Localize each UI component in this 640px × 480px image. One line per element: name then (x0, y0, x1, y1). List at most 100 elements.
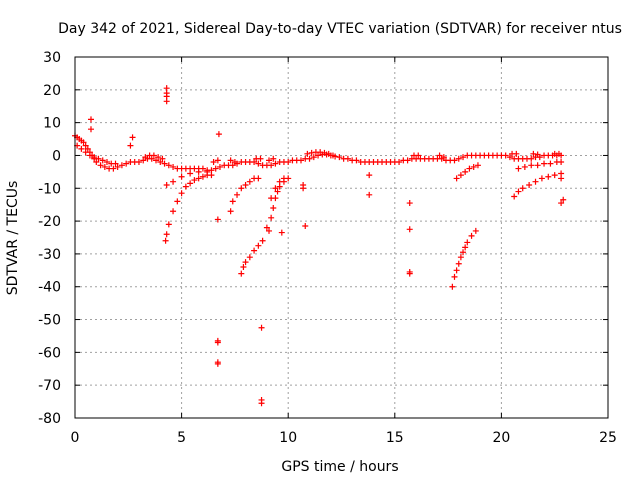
data-point-marker (91, 154, 98, 161)
data-point-marker (87, 126, 94, 133)
data-point-marker (155, 154, 162, 161)
data-point-marker (266, 227, 273, 234)
data-point-marker (451, 157, 458, 164)
data-point-marker (204, 168, 211, 175)
x-tick-label: 0 (71, 430, 80, 446)
data-point-marker (460, 154, 467, 161)
data-point-marker (227, 157, 234, 164)
grid-lines (75, 57, 608, 418)
data-point-marker (526, 181, 533, 188)
data-point-marker (123, 160, 130, 167)
data-point-marker (415, 152, 422, 159)
data-point-marker (255, 175, 262, 182)
chart-title: Day 342 of 2021, Sidereal Day-to-day VTE… (58, 21, 622, 37)
data-point-marker (238, 185, 245, 192)
data-point-marker (270, 204, 277, 211)
data-point-marker (229, 198, 236, 205)
data-point-marker (470, 163, 477, 170)
data-point-marker (515, 165, 522, 172)
data-point-marker (259, 237, 266, 244)
data-point-marker (274, 188, 281, 195)
data-point-marker (99, 157, 106, 164)
data-point-marker (297, 157, 304, 164)
data-point-marker (199, 173, 206, 180)
y-tick-label: -40 (38, 280, 61, 296)
data-point-marker (462, 244, 469, 251)
x-axis-label: GPS time / hours (281, 459, 398, 475)
data-point-marker (366, 172, 373, 179)
data-point-marker (534, 162, 541, 169)
data-point-marker (545, 173, 552, 180)
x-tick-label: 15 (386, 430, 404, 446)
data-point-marker (457, 172, 464, 179)
data-point-marker (406, 226, 413, 233)
data-point-marker (272, 185, 279, 192)
data-point-marker (212, 165, 219, 172)
y-tick-label: 30 (43, 50, 61, 66)
data-point-marker (457, 254, 464, 261)
data-point-marker (263, 224, 270, 231)
data-point-marker (541, 160, 548, 167)
data-point-marker (87, 116, 94, 123)
data-point-marker (558, 175, 565, 182)
data-point-marker (210, 159, 217, 166)
data-point-marker (208, 172, 215, 179)
y-tick-label: -20 (38, 214, 61, 230)
data-point-marker (251, 159, 258, 166)
data-point-marker (325, 150, 332, 157)
data-point-marker (191, 177, 198, 184)
data-point-marker (474, 162, 481, 169)
data-point-marker (246, 254, 253, 261)
data-point-marker (78, 145, 85, 152)
data-point-marker (84, 145, 91, 152)
data-point-marker (466, 165, 473, 172)
data-point-marker (404, 157, 411, 164)
data-point-marker (157, 159, 164, 166)
data-point-marker (506, 154, 513, 161)
plot-frame (74, 56, 609, 419)
data-point-marker (231, 159, 238, 166)
data-point-marker (238, 270, 245, 277)
data-point-marker (449, 283, 456, 290)
data-point-marker (519, 185, 526, 192)
data-point-marker (195, 175, 202, 182)
data-point-marker (455, 155, 462, 162)
data-point-marker (502, 152, 509, 159)
x-tick-label: 25 (599, 430, 617, 446)
data-point-marker (285, 159, 292, 166)
data-point-marker (82, 142, 89, 149)
data-point-marker (187, 180, 194, 187)
y-axis-label: SDTVAR / TECUs (5, 181, 21, 296)
data-point-marker (182, 183, 189, 190)
data-point-marker (304, 150, 311, 157)
data-point-marker (515, 188, 522, 195)
data-point-marker (436, 152, 443, 159)
data-point-marker (163, 231, 170, 238)
data-point-marker (353, 157, 360, 164)
data-point-marker (321, 149, 328, 156)
data-point-marker (187, 170, 194, 177)
data-point-marker (159, 155, 166, 162)
data-point-marker (460, 249, 467, 256)
data-point-marker (118, 162, 125, 169)
data-point-marker (315, 152, 322, 159)
data-point-marker (462, 168, 469, 175)
data-point-marker (255, 160, 262, 167)
data-point-marker (163, 181, 170, 188)
data-point-marker (258, 400, 265, 407)
data-point-marker (280, 175, 287, 182)
y-tick-label: -60 (38, 345, 61, 361)
data-point-marker (528, 162, 535, 169)
axis-ticks: 0 5 10 15 20 25 30 20 10 0 -10 -20 -30 -40 -50 -60 -70 -8… (38, 50, 617, 446)
data-point-marker (255, 242, 262, 249)
data-point-marker (101, 163, 108, 170)
data-point-marker (163, 98, 170, 105)
data-point-marker (272, 160, 279, 167)
data-point-marker (174, 198, 181, 205)
data-point-marker (242, 181, 249, 188)
data-point-marker (153, 157, 160, 164)
data-point-marker (560, 196, 567, 203)
data-point-marker (80, 139, 87, 146)
data-point-marker (532, 178, 539, 185)
data-point-marker (266, 157, 273, 164)
